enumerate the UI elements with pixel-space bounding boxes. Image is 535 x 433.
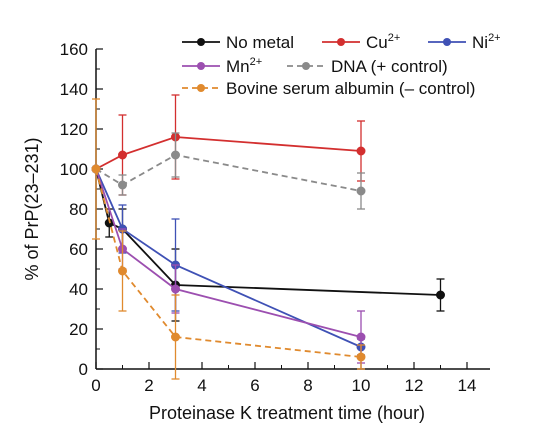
x-tick-label: 6: [250, 376, 259, 395]
series-line: [95, 168, 441, 296]
data-point: [436, 290, 445, 300]
legend: No metal Cu2+ Ni2+ Mn2+ DNA (+ control) Bovin…: [182, 32, 501, 98]
y-axis-title: % of PrP(23–231): [22, 137, 42, 280]
legend-swatch-marker: [197, 62, 205, 70]
data-point: [356, 146, 366, 156]
series-5: [91, 98, 366, 380]
y-tick-label: 100: [60, 160, 88, 179]
legend-swatch-marker: [197, 38, 205, 46]
legend-swatch-marker: [197, 84, 205, 92]
x-tick-label: 12: [405, 376, 424, 395]
legend-item: Cu2+: [322, 32, 400, 52]
y-tick-label: 160: [60, 40, 88, 59]
legend-label: No metal: [226, 33, 294, 52]
y-tick-label: 80: [69, 200, 88, 219]
x-tick-label: 0: [91, 376, 100, 395]
legend-label: Mn2+: [226, 56, 262, 76]
data-point: [356, 332, 366, 342]
series-2: [91, 164, 366, 356]
series-3: [91, 164, 366, 364]
x-axis-title: Proteinase K treatment time (hour): [149, 403, 425, 423]
data-point: [356, 352, 366, 362]
legend-label: Ni2+: [472, 32, 501, 52]
data-point: [118, 150, 127, 160]
y-ticks: 0 20 40 60 80 100 120 140 160: [60, 40, 103, 379]
series-line: [95, 168, 362, 358]
legend-label: Bovine serum albumin (– control): [226, 79, 475, 98]
y-tick-label: 0: [79, 360, 88, 379]
x-tick-label: 10: [352, 376, 371, 395]
data-point: [356, 186, 366, 196]
x-tick-label: 14: [458, 376, 477, 395]
x-ticks: 0 2 4 6 8 10 12 14: [91, 362, 476, 395]
legend-item: No metal: [182, 33, 294, 52]
series-layer: [91, 94, 445, 380]
data-point: [118, 180, 127, 190]
data-point: [171, 284, 180, 294]
data-point: [171, 332, 180, 342]
legend-item: Bovine serum albumin (– control): [182, 79, 475, 98]
y-tick-label: 140: [60, 80, 88, 99]
legend-item: DNA (+ control): [287, 57, 448, 76]
series-line: [95, 136, 362, 170]
data-point: [118, 266, 127, 276]
series-line: [95, 168, 362, 338]
legend-label: DNA (+ control): [331, 57, 448, 76]
series-4: [91, 132, 366, 210]
series-line: [95, 168, 362, 348]
x-tick-label: 8: [303, 376, 312, 395]
legend-swatch-marker: [302, 62, 310, 70]
legend-label: Cu2+: [366, 32, 400, 52]
legend-swatch-marker: [443, 38, 451, 46]
data-point: [171, 150, 180, 160]
y-tick-label: 20: [69, 320, 88, 339]
legend-item: Mn2+: [182, 56, 262, 76]
y-tick-label: 40: [69, 280, 88, 299]
data-point: [91, 164, 101, 174]
x-tick-label: 2: [144, 376, 153, 395]
legend-swatch-marker: [337, 38, 345, 46]
legend-item: Ni2+: [428, 32, 501, 52]
x-tick-label: 4: [197, 376, 206, 395]
series-line: [95, 154, 362, 192]
y-tick-label: 60: [69, 240, 88, 259]
axes: 0 2 4 6 8 10 12 14 0 20 40 60 80 100 120 140 160: [60, 40, 490, 395]
y-tick-label: 120: [60, 120, 88, 139]
